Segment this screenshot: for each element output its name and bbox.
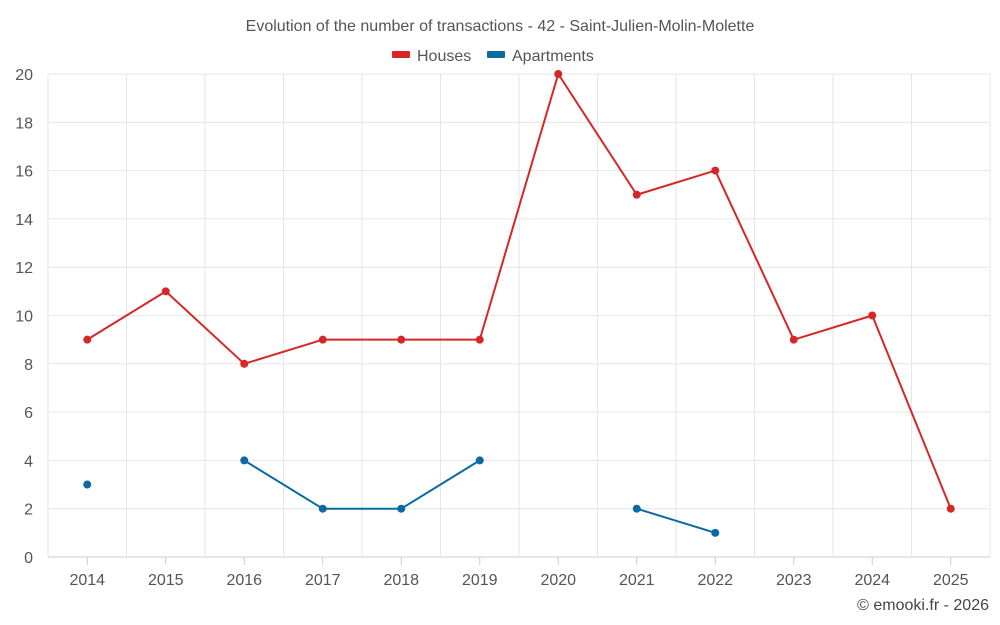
data-point[interactable] (83, 335, 92, 344)
data-point[interactable] (240, 456, 249, 465)
x-tick-label: 2024 (854, 572, 890, 589)
data-point[interactable] (397, 504, 406, 513)
y-tick-label: 4 (24, 453, 33, 470)
y-tick-label: 14 (15, 212, 33, 229)
data-point[interactable] (475, 335, 484, 344)
grid-layer (47, 73, 991, 558)
series-layer (83, 70, 955, 537)
data-point[interactable] (83, 480, 92, 489)
data-point[interactable] (632, 190, 641, 199)
data-point[interactable] (711, 166, 720, 175)
series-line (86, 73, 952, 510)
series-line (243, 459, 481, 510)
y-tick-label: 16 (15, 164, 33, 181)
x-tick-label: 2025 (933, 572, 969, 589)
data-point[interactable] (632, 504, 641, 513)
data-point[interactable] (240, 359, 249, 368)
x-tick-label: 2018 (383, 572, 419, 589)
series-houses (83, 70, 955, 513)
legend-label[interactable]: Apartments (512, 48, 594, 65)
y-tick-label: 8 (24, 357, 33, 374)
x-tick-label: 2023 (776, 572, 812, 589)
axis-layer: 0 2 4 6 8 10 12 14 16 18 20 2014 2015 2016 2017 2018 201… (15, 67, 968, 589)
x-tick-label: 2016 (226, 572, 262, 589)
data-point[interactable] (318, 504, 327, 513)
y-tick-label: 18 (15, 115, 33, 132)
y-tick-label: 0 (24, 550, 33, 567)
x-tick-label: 2022 (697, 572, 733, 589)
data-point[interactable] (397, 335, 406, 344)
y-tick-label: 12 (15, 260, 33, 277)
y-tick-label: 6 (24, 405, 33, 422)
x-tick-label: 2020 (540, 572, 576, 589)
data-point[interactable] (475, 456, 484, 465)
x-tick-label: 2015 (148, 572, 184, 589)
x-tick-label: 2017 (305, 572, 341, 589)
y-tick-label: 20 (15, 67, 33, 84)
legend-label[interactable]: Houses (417, 48, 471, 65)
series-line (636, 507, 716, 534)
x-tick-label: 2014 (69, 572, 105, 589)
x-tick-label: 2019 (462, 572, 498, 589)
y-tick-label: 10 (15, 309, 33, 326)
data-point[interactable] (946, 504, 955, 513)
series-apartments (83, 456, 720, 537)
chart-title: Evolution of the number of transactions … (246, 18, 755, 35)
data-point[interactable] (318, 335, 327, 344)
data-point[interactable] (161, 287, 170, 296)
x-tick-label: 2021 (619, 572, 655, 589)
credit-text: © emooki.fr - 2026 (857, 597, 989, 614)
data-point[interactable] (868, 311, 877, 320)
legend-swatch (487, 51, 505, 58)
data-point[interactable] (789, 335, 798, 344)
data-point[interactable] (711, 528, 720, 537)
legend: Houses Apartments (392, 48, 594, 65)
data-point[interactable] (554, 70, 563, 78)
legend-swatch (392, 51, 410, 58)
y-tick-label: 2 (24, 502, 33, 519)
